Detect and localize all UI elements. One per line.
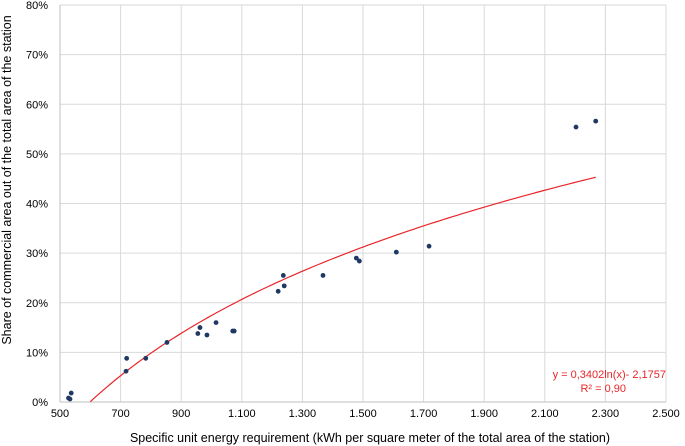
y-tick-label: 20% bbox=[26, 298, 48, 310]
x-tick-label: 900 bbox=[172, 408, 190, 420]
data-point bbox=[164, 340, 170, 345]
data-point bbox=[573, 124, 579, 130]
y-tick-label: 80% bbox=[26, 0, 48, 12]
data-point bbox=[280, 273, 286, 278]
data-point bbox=[143, 355, 149, 361]
y-tick-label: 10% bbox=[26, 347, 48, 359]
y-tick-labels: 0% 10% 20% 30% 40% 50% 60% 70% 80% bbox=[26, 0, 48, 409]
data-point bbox=[593, 118, 599, 124]
x-tick-label: 2.100 bbox=[531, 408, 559, 420]
x-tick-labels: 500 700 900 1.100 1.300 1.500 1.700 1.900 2.100 2… bbox=[51, 408, 680, 420]
y-tick-label: 60% bbox=[26, 99, 48, 111]
data-point bbox=[204, 332, 210, 338]
trendline-group bbox=[89, 176, 596, 403]
y-tick-label: 0% bbox=[32, 397, 48, 409]
data-point bbox=[197, 325, 203, 330]
data-point bbox=[356, 258, 362, 264]
y-tick-label: 50% bbox=[26, 149, 48, 161]
data-point bbox=[195, 331, 201, 336]
x-tick-label: 2.500 bbox=[652, 408, 680, 420]
x-axis-label: Specific unit energy requirement (kWh pe… bbox=[130, 431, 610, 445]
x-tick-label: 2.300 bbox=[592, 408, 620, 420]
x-tick-label: 1.100 bbox=[228, 408, 256, 420]
data-point bbox=[320, 273, 326, 278]
trendline bbox=[89, 176, 596, 403]
axes bbox=[59, 5, 666, 403]
data-point bbox=[124, 355, 130, 361]
x-tick-label: 1.300 bbox=[289, 408, 317, 420]
x-tick-label: 500 bbox=[51, 408, 69, 420]
trendline-r-squared: R² = 0,90 bbox=[580, 383, 626, 395]
x-tick-label: 1.700 bbox=[410, 408, 438, 420]
data-point bbox=[393, 249, 399, 255]
data-point bbox=[123, 368, 129, 374]
trendline-equation: y = 0,3402ln(x)- 2,1757 bbox=[553, 369, 666, 381]
data-point bbox=[213, 320, 219, 325]
y-axis-label: Share of commercial area out of the tota… bbox=[0, 15, 14, 344]
data-point bbox=[426, 243, 432, 249]
y-tick-label: 40% bbox=[26, 199, 48, 211]
x-tick-label: 1.500 bbox=[349, 408, 377, 420]
x-tick-label: 1.900 bbox=[470, 408, 498, 420]
data-point bbox=[281, 283, 287, 289]
grid-lines bbox=[60, 4, 667, 402]
data-point bbox=[68, 390, 74, 396]
x-tick-label: 700 bbox=[111, 408, 129, 420]
data-point bbox=[231, 328, 237, 334]
data-point bbox=[275, 288, 281, 294]
data-point bbox=[67, 396, 73, 402]
y-tick-label: 30% bbox=[26, 248, 48, 260]
data-point bbox=[353, 255, 359, 261]
y-tick-label: 70% bbox=[26, 50, 48, 62]
data-points bbox=[66, 118, 599, 402]
